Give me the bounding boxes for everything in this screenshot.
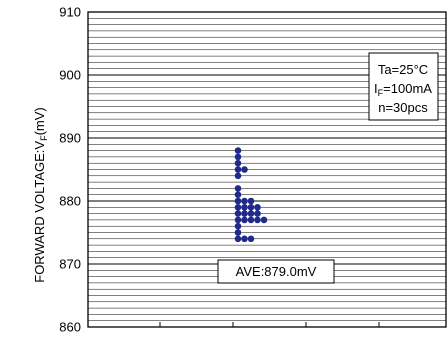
data-point bbox=[241, 210, 248, 217]
average-box: AVE:879.0mV bbox=[217, 259, 335, 284]
y-tick-label: 870 bbox=[59, 257, 81, 272]
data-points bbox=[234, 147, 268, 243]
data-point bbox=[247, 204, 255, 211]
data-point bbox=[234, 235, 242, 243]
y-tick-label: 880 bbox=[59, 194, 81, 209]
data-point bbox=[234, 191, 242, 198]
data-point bbox=[234, 172, 242, 180]
data-point bbox=[247, 210, 255, 217]
data-point bbox=[241, 235, 248, 243]
data-point bbox=[234, 229, 242, 236]
data-point bbox=[254, 210, 261, 217]
data-point bbox=[247, 197, 255, 205]
y-tick-label: 910 bbox=[59, 5, 81, 20]
data-point bbox=[241, 166, 248, 173]
condition-ta: Ta=25°C bbox=[378, 62, 428, 77]
data-point bbox=[260, 216, 268, 224]
data-point bbox=[254, 216, 261, 224]
data-point bbox=[234, 197, 242, 205]
y-axis-tick-labels: 910 900 890 880 870 860 bbox=[59, 5, 81, 335]
data-point bbox=[234, 204, 242, 211]
average-label: AVE:879.0mV bbox=[236, 264, 317, 279]
data-point bbox=[241, 204, 248, 211]
data-point bbox=[241, 197, 248, 205]
y-tick-label: 890 bbox=[59, 131, 81, 146]
data-point bbox=[234, 185, 242, 192]
condition-if: IF=100mA bbox=[374, 81, 432, 98]
data-point bbox=[247, 235, 255, 243]
data-point bbox=[234, 210, 242, 217]
conditions-box: Ta=25°C IF=100mA n=30pcs bbox=[368, 52, 439, 121]
y-tick-label: 860 bbox=[59, 320, 81, 335]
data-point bbox=[234, 166, 242, 173]
data-point bbox=[241, 216, 248, 224]
data-point bbox=[234, 147, 242, 154]
y-tick-label: 900 bbox=[59, 68, 81, 83]
data-point bbox=[254, 204, 261, 211]
data-point bbox=[247, 216, 255, 224]
y-axis-title: FORWARD VOLTAGE:VF(mV) bbox=[32, 107, 49, 283]
data-point bbox=[234, 216, 242, 224]
data-point bbox=[234, 153, 242, 161]
condition-n: n=30pcs bbox=[378, 100, 428, 115]
data-point bbox=[234, 222, 242, 230]
x-axis-ticks bbox=[159, 322, 380, 327]
data-point bbox=[234, 159, 242, 167]
plot-frame bbox=[87, 11, 447, 328]
